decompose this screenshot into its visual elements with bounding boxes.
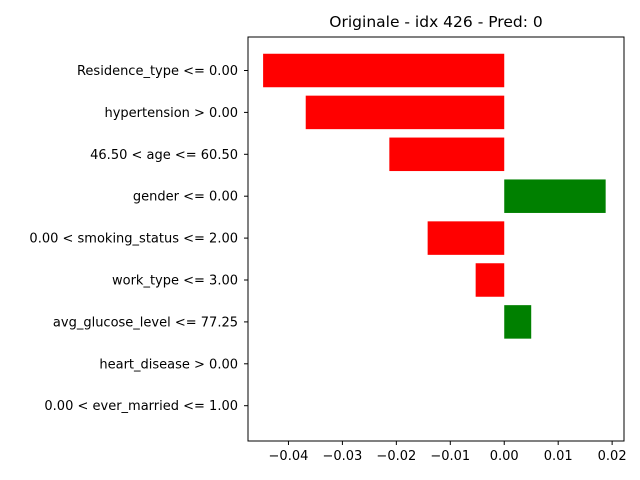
y-tick-group: Residence_type <= 0.00 hypertension > 0.0… [29, 64, 248, 414]
x-tick-group: −0.04 −0.03 −0.02 −0.01 0.00 0.01 0.02 [269, 441, 627, 464]
y-tick-label: work_type <= 3.00 [112, 274, 238, 289]
y-tick-label: gender <= 0.00 [133, 190, 238, 205]
x-tick-label: −0.04 [269, 449, 309, 464]
bar [504, 305, 532, 339]
y-tick-label: 46.50 < age <= 60.50 [90, 148, 238, 163]
bar [263, 53, 505, 88]
x-tick-label: 0.00 [490, 449, 519, 464]
bar [389, 137, 505, 172]
y-tick-label: Residence_type <= 0.00 [77, 64, 238, 79]
chart-title: Originale - idx 426 - Pred: 0 [329, 13, 542, 31]
y-tick-label: heart_disease > 0.00 [99, 357, 238, 372]
bars-group [263, 53, 606, 339]
x-tick-label: −0.01 [430, 449, 470, 464]
x-tick-label: −0.02 [376, 449, 416, 464]
axes-frame [247, 36, 625, 442]
x-tick-label: −0.03 [322, 449, 362, 464]
y-tick-label: avg_glucose_level <= 77.25 [53, 315, 238, 330]
y-tick-label: 0.00 < ever_married <= 1.00 [44, 399, 238, 414]
bar [504, 179, 606, 213]
y-tick-label: 0.00 < smoking_status <= 2.00 [29, 232, 238, 247]
x-tick-label: 0.02 [598, 449, 627, 464]
bar [305, 95, 505, 130]
bar [475, 263, 505, 297]
x-tick-label: 0.01 [544, 449, 573, 464]
y-tick-label: hypertension > 0.00 [104, 106, 238, 121]
bar [427, 221, 505, 255]
